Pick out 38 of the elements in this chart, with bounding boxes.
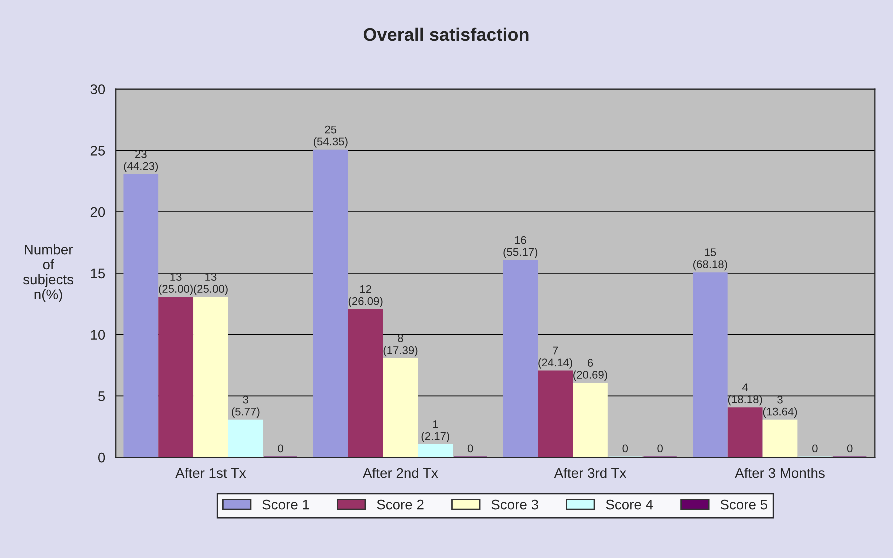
chart-title: Overall satisfaction bbox=[364, 28, 529, 42]
data-label: 8 (17.39) bbox=[384, 334, 418, 357]
data-label: 0 bbox=[658, 444, 663, 453]
data-label: 25 (54.35) bbox=[314, 126, 348, 148]
data-label: 0 bbox=[812, 444, 818, 453]
x-tick-label: After 3 Months bbox=[735, 468, 825, 478]
legend-label: Score 2 bbox=[377, 500, 424, 510]
data-label: 15 (68.18) bbox=[694, 248, 728, 271]
x-tick-label: After 2nd Tx bbox=[363, 468, 438, 478]
legend-label: Score 1 bbox=[262, 500, 310, 510]
data-label: 23 (44.23) bbox=[124, 150, 158, 172]
y-tick-label: 0 bbox=[98, 452, 106, 463]
y-axis-title: Number of subjects n(%) bbox=[23, 244, 74, 302]
data-label: 16 (55.17) bbox=[504, 236, 538, 258]
data-label: 4 (18.18) bbox=[728, 384, 762, 406]
x-tick-label: After 1st Tx bbox=[176, 468, 246, 478]
x-tick-label: After 3rd Tx bbox=[554, 468, 627, 478]
data-label: 0 bbox=[847, 444, 853, 453]
data-label: 6 (20.69) bbox=[574, 359, 608, 382]
data-label: 0 bbox=[622, 444, 628, 453]
data-label: 3 (5.77) bbox=[232, 396, 260, 418]
y-tick-label: 20 bbox=[90, 207, 106, 218]
y-tick-label: 30 bbox=[90, 84, 106, 94]
y-tick-label: 10 bbox=[91, 330, 106, 340]
data-label: 0 bbox=[468, 444, 474, 453]
data-label: 1 (2.17) bbox=[422, 420, 450, 442]
data-label: 13 (25.00) bbox=[194, 273, 228, 296]
y-tick-label: 25 bbox=[90, 146, 106, 156]
legend-label: Score 4 bbox=[606, 500, 654, 510]
data-label: 3 (13.64) bbox=[763, 396, 798, 418]
legend-label: Score 3 bbox=[492, 500, 538, 510]
legend-label: Score 5 bbox=[720, 500, 768, 510]
data-label: 13 (25.00) bbox=[159, 273, 193, 296]
y-tick-label: 15 bbox=[91, 268, 106, 279]
data-label: 12 (26.09) bbox=[348, 285, 383, 308]
data-label: 0 bbox=[278, 444, 284, 453]
y-tick-label: 5 bbox=[98, 392, 106, 402]
data-label: 7 (24.14) bbox=[538, 346, 572, 369]
